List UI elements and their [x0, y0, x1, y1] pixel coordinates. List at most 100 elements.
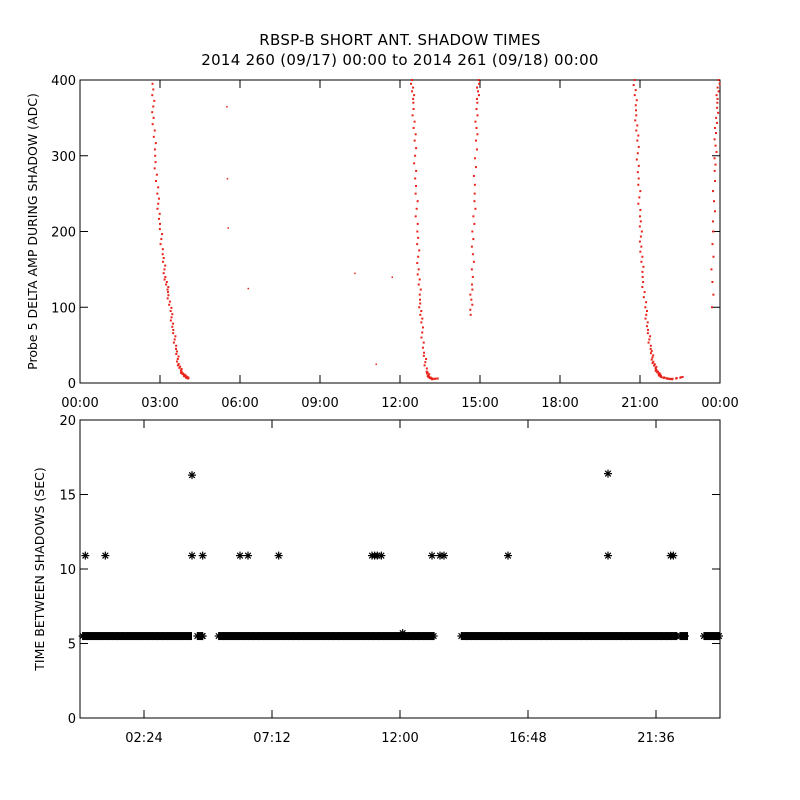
data-point	[183, 375, 186, 378]
asterisk-marker	[339, 632, 348, 641]
data-point	[419, 288, 422, 291]
asterisk-marker	[700, 632, 708, 641]
asterisk-marker	[440, 551, 448, 560]
data-point	[160, 238, 163, 241]
data-point	[636, 171, 639, 174]
data-point	[167, 294, 170, 297]
data-point	[421, 346, 424, 349]
data-point	[647, 341, 650, 344]
x-tick-label: 00:00	[701, 396, 738, 411]
data-point	[410, 82, 413, 85]
data-point	[411, 90, 414, 93]
data-point	[713, 169, 716, 172]
data-point	[712, 293, 715, 296]
data-point	[424, 361, 427, 364]
data-point	[164, 275, 167, 278]
y-tick-label: 15	[59, 489, 76, 504]
data-point	[417, 283, 420, 286]
data-point	[157, 202, 160, 205]
data-point	[715, 116, 718, 119]
asterisk-marker	[622, 632, 631, 641]
data-point	[681, 375, 684, 378]
x-tick-label: 02:24	[125, 731, 162, 746]
asterisk-marker	[236, 551, 244, 560]
data-point	[636, 139, 639, 142]
data-point	[715, 94, 718, 97]
data-point	[640, 245, 643, 248]
data-point	[641, 255, 644, 258]
data-point	[423, 351, 425, 354]
asterisk-marker	[81, 551, 90, 560]
data-point	[636, 152, 639, 155]
data-point	[170, 316, 173, 319]
data-point	[152, 135, 155, 138]
data-point	[226, 106, 228, 108]
data-point	[171, 313, 174, 316]
data-point	[156, 207, 159, 210]
x-tick-label: 15:00	[461, 396, 498, 411]
data-point	[717, 90, 720, 93]
data-point	[413, 139, 416, 142]
data-point	[472, 174, 475, 177]
data-point	[478, 82, 481, 85]
data-point	[176, 360, 179, 363]
data-point	[471, 230, 474, 233]
data-point	[645, 325, 648, 328]
data-point	[652, 360, 655, 363]
data-point	[474, 207, 477, 210]
data-point	[161, 253, 164, 256]
asterisk-marker	[163, 632, 172, 641]
data-point	[172, 341, 175, 344]
y-tick-label: 0	[68, 712, 76, 727]
data-point	[666, 377, 669, 380]
data-point	[472, 215, 475, 218]
data-point	[712, 230, 715, 233]
data-point	[645, 313, 648, 316]
data-point	[638, 196, 641, 199]
data-point	[472, 238, 475, 241]
data-point	[161, 233, 164, 236]
data-point	[419, 302, 422, 305]
data-point	[165, 281, 168, 283]
data-point	[422, 341, 425, 344]
data-point	[471, 303, 474, 306]
asterisk-marker	[83, 632, 92, 641]
asterisk-marker	[414, 632, 423, 641]
asterisk-marker	[274, 632, 283, 641]
asterisk-marker	[604, 469, 612, 478]
x-tick-label: 03:00	[141, 396, 178, 411]
data-point	[421, 317, 424, 320]
asterisk-marker	[198, 632, 207, 641]
data-point	[158, 212, 161, 215]
data-point	[154, 161, 157, 164]
data-point	[151, 111, 154, 114]
data-point	[668, 378, 671, 381]
asterisk-marker	[627, 632, 636, 641]
data-point	[711, 220, 714, 223]
asterisk-marker	[188, 551, 196, 560]
data-point	[643, 291, 646, 294]
data-point	[647, 328, 649, 331]
data-point	[425, 367, 428, 370]
data-point	[167, 286, 170, 289]
data-point	[475, 97, 478, 100]
asterisk-marker	[715, 632, 723, 641]
asterisk-marker	[158, 632, 167, 641]
asterisk-marker	[377, 551, 386, 560]
data-point	[156, 192, 159, 195]
data-point	[163, 278, 166, 281]
plot-frame	[79, 419, 721, 719]
data-point	[153, 148, 156, 151]
data-point	[419, 313, 422, 316]
data-point	[638, 240, 641, 243]
bottom-panel: 0 5 10 15 20 02:24 07:12 12:00 16:48 21:36 TIME BE…	[32, 414, 723, 746]
data-point	[418, 293, 421, 296]
data-point	[637, 164, 640, 167]
asterisk-marker	[354, 632, 363, 641]
data-point	[665, 377, 668, 380]
data-point	[473, 183, 476, 186]
asterisk-marker	[604, 551, 612, 560]
asterisk-marker	[274, 551, 283, 560]
x-tick-label: 16:48	[509, 731, 546, 746]
data-point	[417, 236, 420, 239]
